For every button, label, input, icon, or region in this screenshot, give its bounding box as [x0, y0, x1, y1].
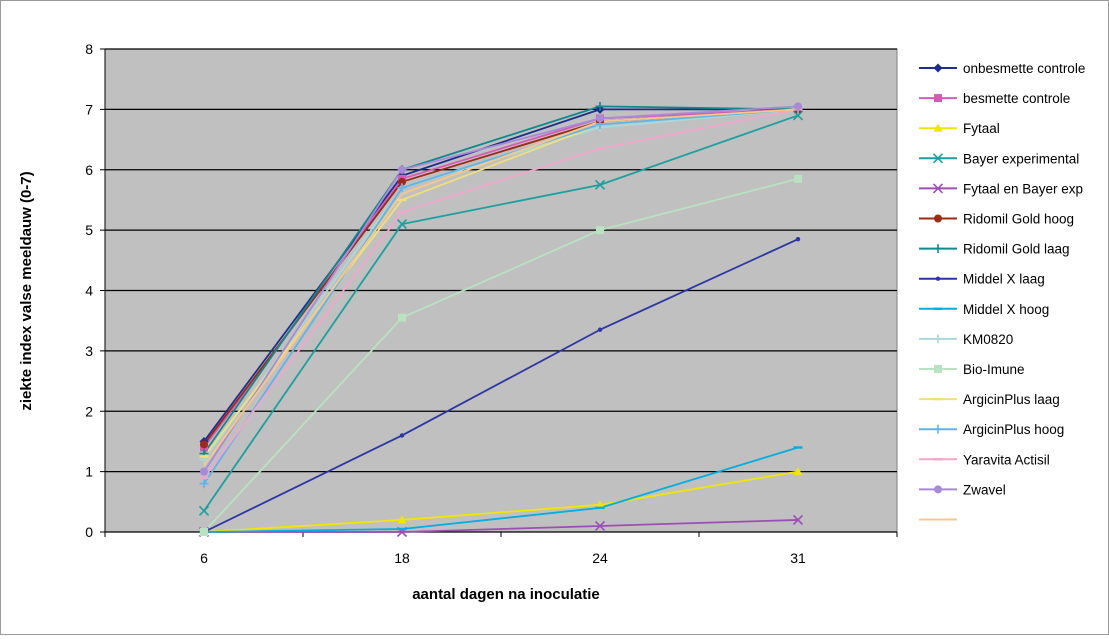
- legend-item: Ridomil Gold laag: [919, 242, 1070, 257]
- legend-marker: [933, 244, 943, 254]
- legend-marker: [934, 214, 942, 223]
- legend-marker: [934, 485, 942, 494]
- data-point: [398, 177, 406, 186]
- x-tick-label: 24: [592, 550, 608, 566]
- y-tick-label: 8: [85, 41, 93, 57]
- data-point: [200, 467, 208, 476]
- x-tick-label: 18: [394, 550, 410, 566]
- legend-item: Fytaal en Bayer exp: [919, 181, 1083, 196]
- y-tick-label: 4: [85, 283, 93, 299]
- legend-marker: [933, 334, 943, 344]
- series-line: [204, 519, 799, 533]
- legend-item: Ridomil Gold hoog: [919, 212, 1074, 227]
- data-point: [595, 500, 605, 509]
- legend-marker: [934, 365, 942, 373]
- data-point: [795, 236, 801, 242]
- series-line: [203, 108, 799, 485]
- series-line: [203, 470, 799, 533]
- x-tick-label: 6: [200, 550, 208, 566]
- legend-marker: [932, 153, 944, 164]
- series-line: [203, 108, 799, 479]
- y-tick-label: 2: [85, 403, 93, 419]
- legend-item: Yaravita Actisil: [919, 452, 1050, 467]
- series-line: [203, 105, 799, 455]
- legend-item: Middel X laag: [919, 272, 1045, 287]
- y-tick-label: 3: [85, 343, 93, 359]
- data-point: [397, 515, 407, 524]
- series-line: [203, 238, 799, 533]
- data-point: [398, 313, 406, 322]
- legend-label: Middel X hoog: [963, 302, 1049, 317]
- legend-item: Bayer experimental: [919, 151, 1079, 166]
- x-tick-label: 31: [790, 550, 806, 566]
- legend-item: ArgicinPlus laag: [919, 392, 1060, 407]
- legend-label: onbesmette controle: [963, 61, 1085, 76]
- data-point: [594, 179, 606, 190]
- data-point: [794, 174, 802, 183]
- y-tick-label: 0: [85, 524, 93, 540]
- series-line: [203, 446, 799, 533]
- y-tick-label: 1: [85, 464, 93, 480]
- legend-marker: [932, 183, 944, 194]
- series-line: [203, 177, 799, 533]
- legend-label: KM0820: [963, 332, 1013, 347]
- legend-item: Fytaal: [919, 121, 1000, 136]
- data-point: [199, 479, 209, 489]
- data-point: [793, 467, 803, 476]
- data-point: [597, 327, 603, 332]
- legend-label: Zwavel: [963, 482, 1006, 497]
- legend-label: Middel X laag: [963, 272, 1045, 287]
- legend-label: Fytaal: [963, 121, 1000, 136]
- legend-item: besmette controle: [919, 91, 1070, 106]
- legend-label: besmette controle: [963, 91, 1070, 106]
- y-tick-label: 5: [85, 222, 93, 238]
- series-line: [203, 114, 799, 512]
- legend-label: Ridomil Gold laag: [963, 242, 1070, 257]
- legend-marker: [933, 63, 943, 73]
- y-axis-title: ziekte index valse meeldauw (0-7): [18, 171, 35, 410]
- legend-label: Ridomil Gold hoog: [963, 212, 1074, 227]
- data-point: [397, 183, 407, 193]
- data-point: [596, 114, 604, 123]
- data-point: [794, 102, 802, 111]
- legend-label: ArgicinPlus hoog: [963, 422, 1064, 437]
- legend-label: Fytaal en Bayer exp: [963, 181, 1083, 196]
- legend-label: Yaravita Actisil: [963, 452, 1050, 467]
- legend-label: ArgicinPlus laag: [963, 392, 1060, 407]
- legend-item: Bio-Imune: [919, 362, 1025, 377]
- data-point: [396, 219, 408, 230]
- data-point: [594, 520, 606, 532]
- data-point: [792, 514, 804, 525]
- data-point: [792, 110, 804, 121]
- data-point: [200, 440, 208, 449]
- x-axis-title: aantal dagen na inoculatie: [412, 586, 600, 603]
- legend-item: onbesmette controle: [919, 61, 1085, 76]
- y-tick-label: 7: [85, 101, 93, 117]
- legend-marker: [933, 424, 943, 434]
- legend-item: Zwavel: [919, 482, 1006, 497]
- series-line: [203, 108, 799, 467]
- legend-label: Bayer experimental: [963, 151, 1079, 166]
- data-point: [595, 101, 605, 111]
- legend-label: Bio-Imune: [963, 362, 1025, 377]
- data-point: [399, 433, 405, 438]
- legend-marker: [935, 276, 941, 281]
- legend-marker: [934, 94, 942, 103]
- data-point: [398, 165, 406, 174]
- series-line: [203, 105, 799, 473]
- data-point: [198, 505, 210, 516]
- data-point: [596, 226, 604, 235]
- legend-item: Middel X hoog: [919, 302, 1049, 317]
- legend-item: ArgicinPlus hoog: [919, 422, 1064, 437]
- y-tick-label: 6: [85, 162, 93, 178]
- data-point: [200, 528, 208, 536]
- legend-item: KM0820: [919, 332, 1013, 347]
- series-line: [203, 108, 798, 442]
- legend-marker: [933, 123, 943, 132]
